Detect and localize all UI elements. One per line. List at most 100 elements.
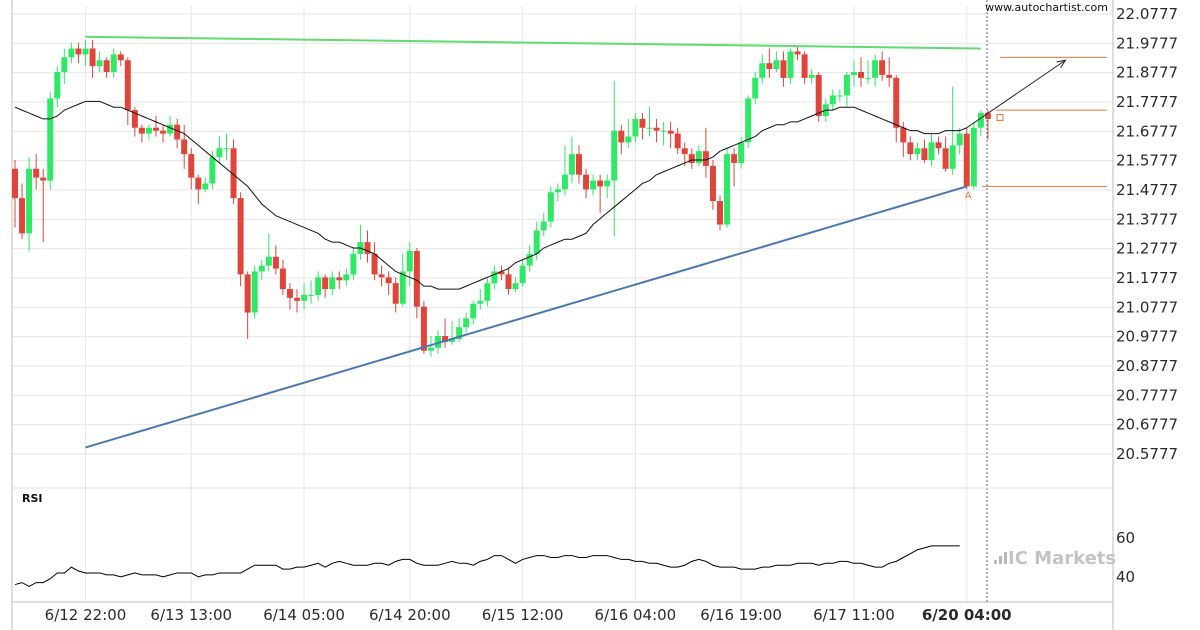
candle-up [449,338,456,342]
candle-up [554,189,561,193]
time-tick-label: 6/16 04:00 [595,606,677,624]
candle-down [801,54,808,78]
candle-up [632,118,639,137]
candle-up [399,271,406,304]
price-tick-label: 21.6777 [1116,122,1178,140]
time-tick-label: 6/14 05:00 [263,606,345,624]
candle-down [40,177,47,181]
candle-down [124,60,131,111]
candle-up [787,51,794,78]
time-tick-label: 6/15 12:00 [482,606,564,624]
price-pane [11,0,1114,630]
candle-up [26,168,33,234]
candle-up [829,95,836,105]
candle-down [420,306,427,351]
candle-down [639,118,646,128]
candle-up [491,271,498,284]
price-tick-label: 20.7777 [1116,386,1178,404]
candle-up [167,124,174,134]
candle-up [61,57,68,72]
candle-down [286,289,293,298]
candle-up [343,274,350,281]
candle-down [879,60,886,75]
candle-down [766,63,773,70]
candle-down [336,277,343,281]
time-tick-label: 6/12 22:00 [45,606,127,624]
candle-up [956,133,963,146]
time-tick-label: 6/20 04:00 [922,606,1012,624]
candle-down [815,74,822,116]
candle-up [843,74,850,96]
candle-up [519,265,526,284]
candle-down [19,198,26,234]
rsi-line [14,545,960,588]
candle-up [251,271,258,313]
candle-down [378,274,385,278]
time-tick-label: 6/14 20:00 [369,606,451,624]
price-tick-label: 21.0777 [1116,298,1178,316]
candle-up [258,265,265,272]
candle-down [413,250,420,307]
candle-down [984,113,991,119]
rsi-pane: 60 40 [12,487,1135,588]
candle-up [547,192,554,222]
candle-up [54,72,61,99]
candle-down [294,297,300,301]
candle-up [350,253,357,275]
candle-down [89,48,96,67]
price-tick-label: 20.6777 [1116,416,1178,434]
candle-up [223,148,230,150]
candle-down [963,133,970,187]
candle-down [597,180,604,187]
candle-down [935,142,942,149]
candle-up [561,174,568,190]
rsi-label: RSI [22,492,43,505]
candle-down [103,60,110,72]
candle-up [301,294,308,301]
candle-up [477,300,484,304]
candle-down [893,77,900,128]
candle-up [470,303,477,319]
candle-up [914,148,921,155]
axes: 22.0777 21.9777 21.8777 21.7777 21.6777 21.57… [45,5,1178,624]
candle-down [921,148,928,160]
candle-up [724,154,731,225]
candle-down [498,271,505,275]
candle-down [117,54,124,61]
support-line [85,185,968,449]
candle-down [674,133,681,149]
candle-down [717,201,723,225]
candle-up [808,74,815,78]
candlestick-series [12,39,991,357]
candle-up [660,130,667,132]
price-tick-label: 20.5777 [1116,445,1178,463]
price-tick-label: 21.4777 [1116,181,1178,199]
candle-down [230,148,237,199]
candle-up [216,148,223,158]
candle-up [568,154,575,175]
price-tick-label: 21.3777 [1116,210,1178,228]
pattern-point-label: A [965,190,972,201]
candle-up [850,72,857,75]
candle-down [371,253,378,275]
candle-up [611,130,618,181]
candle-down [237,198,244,275]
candle-up [202,183,209,190]
candle-up [865,77,872,79]
candle-up [456,327,463,339]
candle-down [272,256,279,269]
candle-up [752,77,759,99]
moving-average-line [14,100,967,290]
candle-down [780,60,787,78]
candle-down [688,154,695,163]
candle-up [329,277,336,290]
brand-logo-icon [994,552,1007,564]
candle-up [745,98,752,143]
candle-up [145,127,152,134]
candle-down [244,274,251,313]
candle-up [96,60,103,67]
candle-down [131,110,138,128]
grid-lines [12,6,1113,602]
candle-down [195,177,202,190]
candle-down [153,127,159,131]
